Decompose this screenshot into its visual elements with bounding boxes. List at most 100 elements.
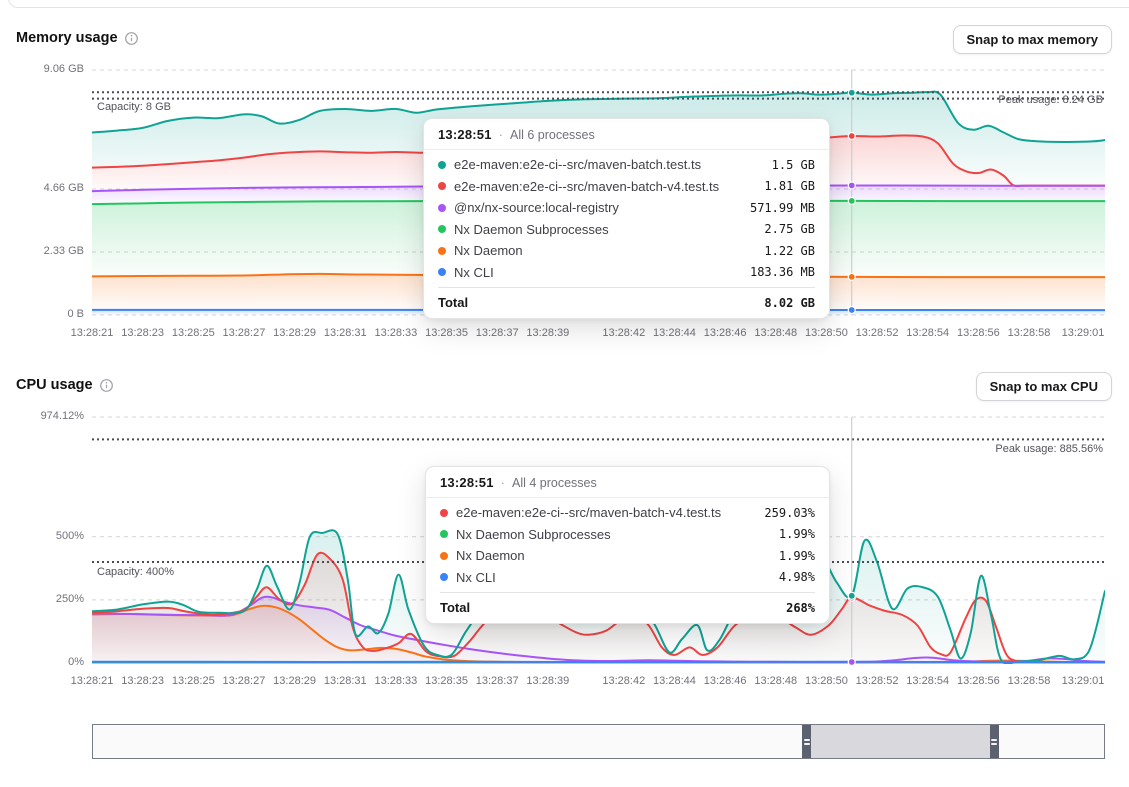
series-name: Nx CLI (456, 569, 496, 585)
brush-selection[interactable] (802, 725, 999, 758)
y-axis-tick-label: 2.33 GB (43, 244, 84, 257)
series-value: 1.5 GB (771, 157, 815, 172)
series-dot-icon (438, 203, 446, 212)
cpu-tooltip: 13:28:51 · All 4 processes e2e-maven:e2e… (425, 466, 830, 624)
tooltip-row: e2e-maven:e2e-ci--src/maven-batch-v4.tes… (440, 502, 815, 524)
series-dot-icon (438, 246, 446, 255)
y-axis-tick-label: 4.66 GB (43, 181, 84, 194)
x-axis-tick-label: 13:28:31 (323, 327, 367, 339)
series-value: 1.81 GB (764, 179, 815, 194)
tooltip-subtitle: All 6 processes (509, 127, 595, 142)
hover-dot (847, 305, 856, 315)
tooltip-row: Nx CLI 4.98% (440, 567, 815, 589)
tooltip-time: 13:28:51 (438, 127, 492, 142)
tooltip-separator: · (500, 475, 505, 490)
x-axis-tick-label: 13:29:01 (1061, 675, 1105, 687)
tooltip-row: @nx/nx-source:local-registry 571.99 MB (438, 197, 815, 219)
x-axis-tick-label: 13:28:21 (70, 327, 114, 339)
memory-peak-label: Peak usage: 8.24 GB (998, 94, 1103, 106)
tooltip-row: Nx Daemon 1.22 GB (438, 240, 815, 262)
info-icon[interactable] (124, 31, 139, 46)
x-axis-tick-label: 13:28:29 (273, 327, 316, 339)
x-axis-tick-label: 13:28:54 (906, 675, 950, 687)
series-name: Nx Daemon Subprocesses (456, 526, 611, 542)
cpu-tooltip-header: 13:28:51 · All 4 processes (426, 467, 829, 498)
series-dot-icon (438, 225, 446, 234)
cpu-title-text: CPU usage (16, 377, 93, 393)
x-axis-tick-label: 13:28:27 (222, 675, 266, 687)
series-name: Nx Daemon (456, 548, 525, 564)
hover-dot (847, 88, 856, 97)
cpu-chart-canvas[interactable] (92, 413, 1105, 667)
cpu-peak-label: Peak usage: 885.56% (995, 443, 1103, 455)
series-value: 183.36 MB (749, 265, 815, 280)
memory-capacity-label: Capacity: 8 GB (97, 101, 171, 113)
y-axis-tick-label: 0% (68, 656, 84, 668)
x-axis-tick-label: 13:28:23 (121, 675, 165, 687)
series-dot-icon (440, 508, 448, 517)
memory-tooltip-rows: e2e-maven:e2e-ci--src/maven-batch.test.t… (424, 150, 829, 285)
series-dot-icon (440, 551, 448, 560)
x-axis-tick-label: 13:28:58 (1007, 675, 1051, 687)
x-axis-tick-label: 13:28:37 (475, 675, 519, 687)
x-axis-tick-label: 13:28:23 (121, 327, 165, 339)
x-axis-tick-label: 13:28:44 (653, 327, 696, 339)
previous-card-bottom-edge (8, 0, 1129, 8)
total-label: Total (440, 600, 471, 615)
total-value: 268% (786, 600, 815, 615)
series-name: e2e-maven:e2e-ci--src/maven-batch.test.t… (454, 157, 702, 173)
x-axis-tick-label: 13:28:35 (425, 675, 468, 687)
hover-dot (847, 181, 856, 190)
series-name: Nx CLI (454, 264, 494, 280)
x-axis-tick-label: 13:28:58 (1007, 327, 1051, 339)
grip-icon (803, 742, 810, 745)
x-axis-tick-label: 13:28:48 (754, 327, 798, 339)
snap-to-max-memory-button[interactable]: Snap to max memory (952, 25, 1112, 54)
x-axis-tick-label: 13:28:31 (323, 675, 367, 687)
series-value: 1.22 GB (764, 243, 815, 258)
x-axis-tick-label: 13:28:48 (754, 675, 798, 687)
total-label: Total (438, 295, 469, 310)
hover-dot (847, 196, 856, 205)
info-icon[interactable] (99, 378, 114, 393)
tooltip-separator: · (498, 127, 503, 142)
series-value: 2.75 GB (764, 222, 815, 237)
series-dot-icon (438, 182, 446, 191)
series-dot-icon (438, 268, 446, 277)
x-axis-tick-label: 13:28:50 (805, 327, 848, 339)
y-axis-tick-label: 0 B (67, 308, 84, 320)
series-value: 1.99% (778, 548, 815, 563)
x-axis-tick-label: 13:28:50 (805, 675, 848, 687)
tooltip-row: e2e-maven:e2e-ci--src/maven-batch.test.t… (438, 154, 815, 176)
cpu-section-title: CPU usage (16, 377, 114, 393)
series-name: Nx Daemon Subprocesses (454, 221, 609, 237)
x-axis-tick-label: 13:28:46 (703, 675, 747, 687)
x-axis-tick-label: 13:28:37 (475, 327, 519, 339)
hover-dot (847, 657, 856, 667)
x-axis-tick-label: 13:28:52 (855, 675, 899, 687)
snap-to-max-cpu-button[interactable]: Snap to max CPU (975, 372, 1112, 401)
x-axis-tick-label: 13:28:29 (273, 675, 316, 687)
series-name: e2e-maven:e2e-ci--src/maven-batch-v4.tes… (454, 178, 720, 194)
x-axis-tick-label: 13:28:54 (906, 327, 950, 339)
x-axis-tick-label: 13:28:33 (374, 327, 418, 339)
memory-tooltip-header: 13:28:51 · All 6 processes (424, 119, 829, 150)
brush-handle-left[interactable] (802, 725, 812, 758)
timeline-brush-track[interactable] (92, 724, 1105, 759)
series-value: 1.99% (778, 527, 815, 542)
series-value: 259.03% (764, 505, 815, 520)
x-axis-tick-label: 13:28:39 (526, 675, 570, 687)
memory-section-title: Memory usage (16, 30, 139, 46)
x-axis-tick-label: 13:29:01 (1061, 327, 1105, 339)
grip-icon (991, 742, 998, 745)
x-axis-tick-label: 13:28:35 (425, 327, 468, 339)
brush-handle-right[interactable] (989, 725, 999, 758)
x-axis-tick-label: 13:28:42 (602, 675, 646, 687)
x-axis-tick-label: 13:28:52 (855, 327, 899, 339)
series-name: e2e-maven:e2e-ci--src/maven-batch-v4.tes… (456, 505, 722, 521)
y-axis-tick-label: 250% (55, 592, 84, 605)
y-axis-tick-label: 500% (55, 529, 84, 542)
tooltip-row: Nx CLI 183.36 MB (438, 262, 815, 284)
series-value: 4.98% (778, 570, 815, 585)
